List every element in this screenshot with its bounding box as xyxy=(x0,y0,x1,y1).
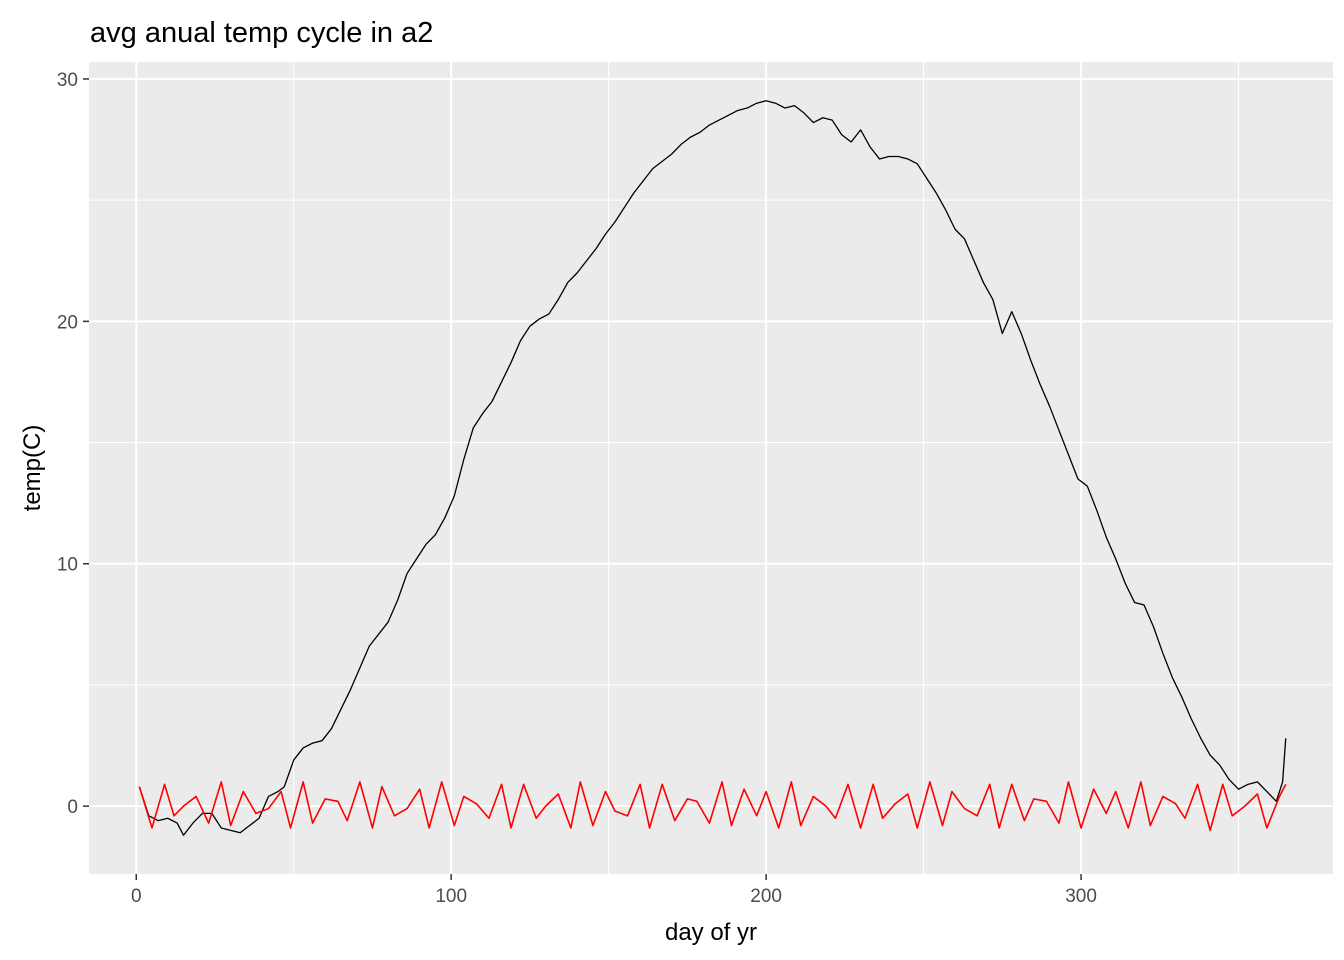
x-tick-label: 100 xyxy=(435,886,467,907)
y-tick-label: 20 xyxy=(57,312,78,333)
y-tick-label: 0 xyxy=(67,797,78,818)
chart-title: avg anual temp cycle in a2 xyxy=(90,17,433,49)
x-tick-label: 300 xyxy=(1065,886,1097,907)
y-axis: 0 10 20 30 xyxy=(57,70,89,818)
grid-minor xyxy=(89,62,1333,874)
series-line-2 xyxy=(138,781,1287,832)
y-tick-label: 30 xyxy=(57,70,78,91)
x-tick-label: 0 xyxy=(131,886,142,907)
x-axis: 0 100 200 300 xyxy=(131,874,1097,907)
y-tick-label: 10 xyxy=(57,555,78,576)
series-layer xyxy=(138,100,1287,836)
y-axis-label: temp(C) xyxy=(19,425,46,512)
x-axis-label: day of yr xyxy=(665,919,757,946)
series-line-1 xyxy=(138,100,1287,836)
x-tick-label: 200 xyxy=(750,886,782,907)
plot-panel xyxy=(89,62,1333,874)
